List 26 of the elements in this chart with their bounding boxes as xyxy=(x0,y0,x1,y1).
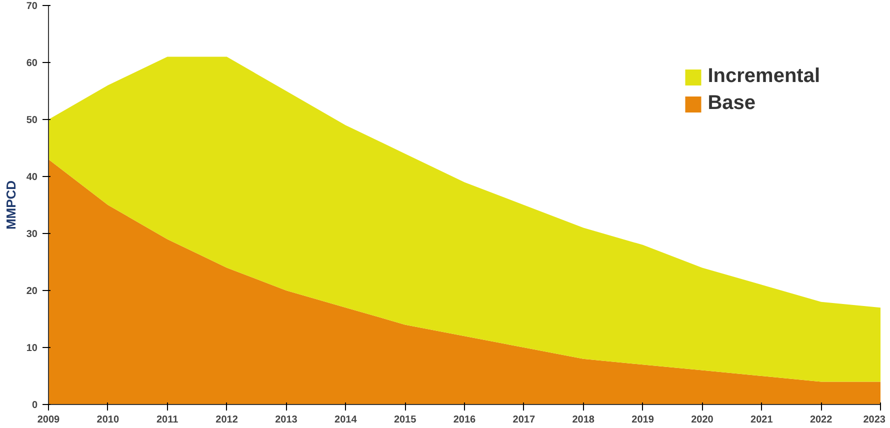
legend-label: Incremental xyxy=(708,65,820,88)
x-tick-label: 2023 xyxy=(863,414,886,426)
x-tick-label: 2009 xyxy=(37,414,60,426)
x-tick-label: 2012 xyxy=(216,414,238,426)
legend-label: Base xyxy=(708,92,756,115)
y-axis-title: MMPCD xyxy=(3,180,18,230)
y-tick-label: 10 xyxy=(26,343,38,354)
y-tick-label: 60 xyxy=(26,58,38,69)
x-tick-label: 2013 xyxy=(275,414,298,426)
x-tick-label: 2020 xyxy=(691,414,714,426)
x-tick-label: 2019 xyxy=(632,414,654,426)
x-tick-label: 2014 xyxy=(334,414,358,426)
x-tick-label: 2022 xyxy=(810,414,833,426)
x-tick-label: 2016 xyxy=(453,414,476,426)
y-tick-label: 70 xyxy=(26,1,38,12)
x-tick-label: 2018 xyxy=(572,414,595,426)
x-tick-label: 2021 xyxy=(750,414,774,426)
y-tick-label: 20 xyxy=(26,286,38,297)
x-tick-label: 2017 xyxy=(512,414,536,426)
y-tick-label: 30 xyxy=(26,229,38,240)
y-tick-label: 50 xyxy=(26,115,38,126)
x-tick-label: 2011 xyxy=(156,414,179,426)
y-tick-label: 40 xyxy=(26,172,38,183)
y-tick-label: 0 xyxy=(32,400,38,411)
x-tick-label: 2015 xyxy=(394,414,417,426)
x-tick-label: 2010 xyxy=(96,414,120,426)
